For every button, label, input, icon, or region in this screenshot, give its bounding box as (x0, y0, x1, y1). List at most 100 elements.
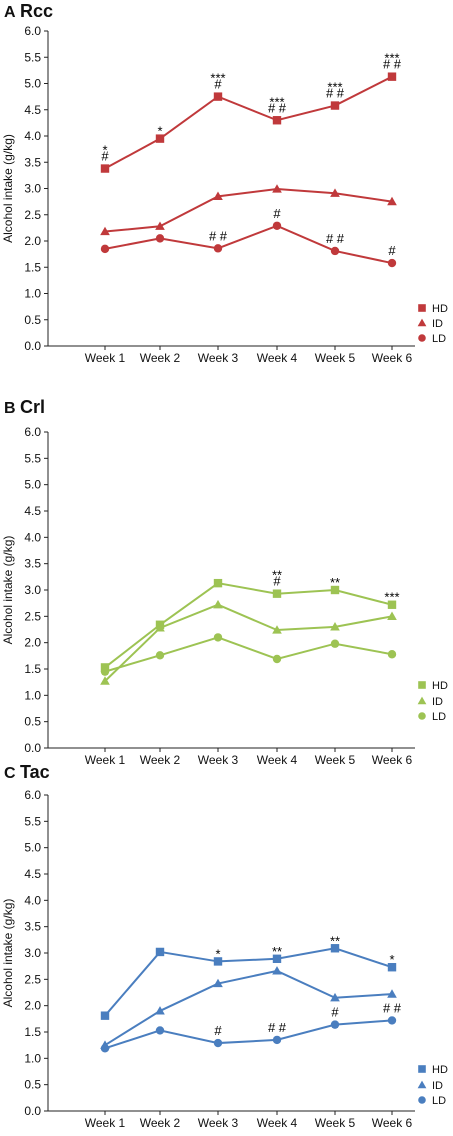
panel-c: C Tac 0.0 0.5 1.0 1.5 2.0 2.5 3.0 3.5 4.0 4.5 5.0 5.5… (1, 762, 448, 1130)
significance-mark: * (157, 124, 162, 139)
legend-marker (418, 1065, 426, 1073)
y-tick-label: 2.5 (24, 972, 41, 986)
significance-mark: *** (269, 94, 284, 109)
y-tick-label: 0.5 (24, 313, 41, 327)
x-tick-label: Week 4 (257, 1116, 298, 1130)
x-tick-label: Week 6 (372, 351, 413, 365)
legend-marker (418, 304, 426, 312)
y-tick-label: 0.0 (24, 741, 41, 755)
data-point-hd (100, 1011, 110, 1020)
series-line-ld (104, 1019, 393, 1050)
x-tick-label: Week 2 (140, 351, 181, 365)
y-tick-label: 4.0 (24, 893, 41, 907)
data-point-id (213, 978, 223, 988)
significance-mark: *** (384, 51, 399, 66)
data-point-ld (272, 654, 282, 664)
data-point-hd (330, 585, 340, 595)
y-tick-label: 1.0 (24, 1051, 41, 1065)
y-tick-label: 5.5 (24, 814, 41, 828)
y-tick-label: 5.0 (24, 478, 41, 492)
y-tick-label: 1.0 (24, 287, 41, 301)
y-tick-label: 0.0 (24, 1104, 41, 1118)
y-tick-label: 0.5 (24, 1078, 41, 1092)
data-point-hd (155, 947, 165, 957)
data-point-hd (155, 134, 165, 143)
x-tick-label: Week 6 (372, 1116, 413, 1130)
x-tick-label: Week 1 (85, 351, 126, 365)
data-point-ld (213, 244, 223, 253)
y-tick-label: 5.0 (24, 841, 41, 855)
data-point-ld (100, 244, 110, 254)
series-line-hd (104, 75, 393, 170)
data-point-ld (100, 1044, 110, 1053)
significance-mark: *** (210, 71, 225, 86)
significance-mark: # # (326, 86, 345, 101)
legend-label: HD (432, 1064, 448, 1076)
y-tick-label: 6.0 (24, 788, 41, 802)
significance-mark: * (102, 143, 107, 158)
y-axis-label: Alcohol intake (g/kg) (1, 134, 15, 243)
significance-mark: # # (383, 1000, 402, 1015)
significance-mark: # (101, 149, 109, 164)
panel-letter: C (4, 765, 16, 782)
series-line-id (104, 188, 393, 233)
data-point-ld (155, 651, 165, 660)
data-point-ld (100, 667, 110, 676)
data-point-id (100, 226, 110, 236)
data-point-id (272, 625, 282, 634)
y-tick-label: 4.0 (24, 129, 41, 143)
data-point-ld (155, 1026, 165, 1035)
x-tick-label: Week 3 (198, 1116, 239, 1130)
data-point-hd (387, 963, 397, 972)
y-axis-label: Alcohol intake (g/kg) (1, 899, 15, 1008)
y-tick-label: 1.5 (24, 260, 41, 274)
data-point-id (272, 184, 282, 193)
data-point-ld (330, 639, 340, 648)
data-point-id (387, 196, 397, 206)
x-tick-label: Week 4 (257, 351, 298, 365)
series-line-id (104, 969, 393, 1047)
y-tick-label: 2.0 (24, 234, 41, 248)
legend-marker (417, 1080, 427, 1089)
data-point-ld (387, 1016, 397, 1025)
data-point-id (213, 191, 223, 200)
significance-mark: ** (272, 944, 282, 959)
significance-mark: * (389, 952, 394, 967)
significance-mark: # (273, 206, 281, 221)
data-point-hd (272, 954, 282, 963)
y-tick-label: 3.5 (24, 155, 41, 169)
y-tick-label: 6.0 (24, 425, 41, 439)
data-point-hd (272, 589, 282, 598)
panel-a: A Rcc 0.0 0.5 1.0 1.5 2.0 2.5 3.0 3.5 4.0 4.5 5.0 5.5… (1, 1, 448, 365)
x-tick-label: Week 2 (140, 753, 181, 767)
data-point-id (155, 623, 165, 632)
x-tick-label: Week 3 (198, 753, 239, 767)
data-point-id (387, 989, 397, 998)
data-point-id (155, 221, 165, 230)
x-tick-label: Week 1 (85, 753, 126, 767)
significance-mark: # (331, 1005, 339, 1020)
x-tick-label: Week 5 (315, 753, 356, 767)
data-point-hd (330, 101, 340, 110)
series-line-hd (104, 582, 393, 669)
legend-label: ID (432, 696, 443, 708)
legend-label: HD (432, 680, 448, 692)
y-tick-label: 4.5 (24, 867, 41, 881)
x-tick-label: Week 5 (315, 1116, 356, 1130)
legend-marker (418, 712, 426, 720)
panel-letter: A (4, 4, 16, 21)
y-tick-label: 1.5 (24, 662, 41, 676)
legend-label: LD (432, 711, 446, 723)
legend-marker (417, 318, 427, 327)
significance-mark: # # (383, 57, 402, 72)
y-tick-label: 5.5 (24, 50, 41, 64)
panel-title: Tac (20, 762, 50, 782)
data-point-hd (387, 600, 397, 609)
y-tick-label: 6.0 (24, 24, 41, 38)
data-point-id (213, 599, 223, 609)
data-point-id (330, 622, 340, 631)
y-tick-label: 4.0 (24, 530, 41, 544)
legend-label: ID (432, 1080, 443, 1092)
significance-mark: ** (272, 568, 282, 583)
